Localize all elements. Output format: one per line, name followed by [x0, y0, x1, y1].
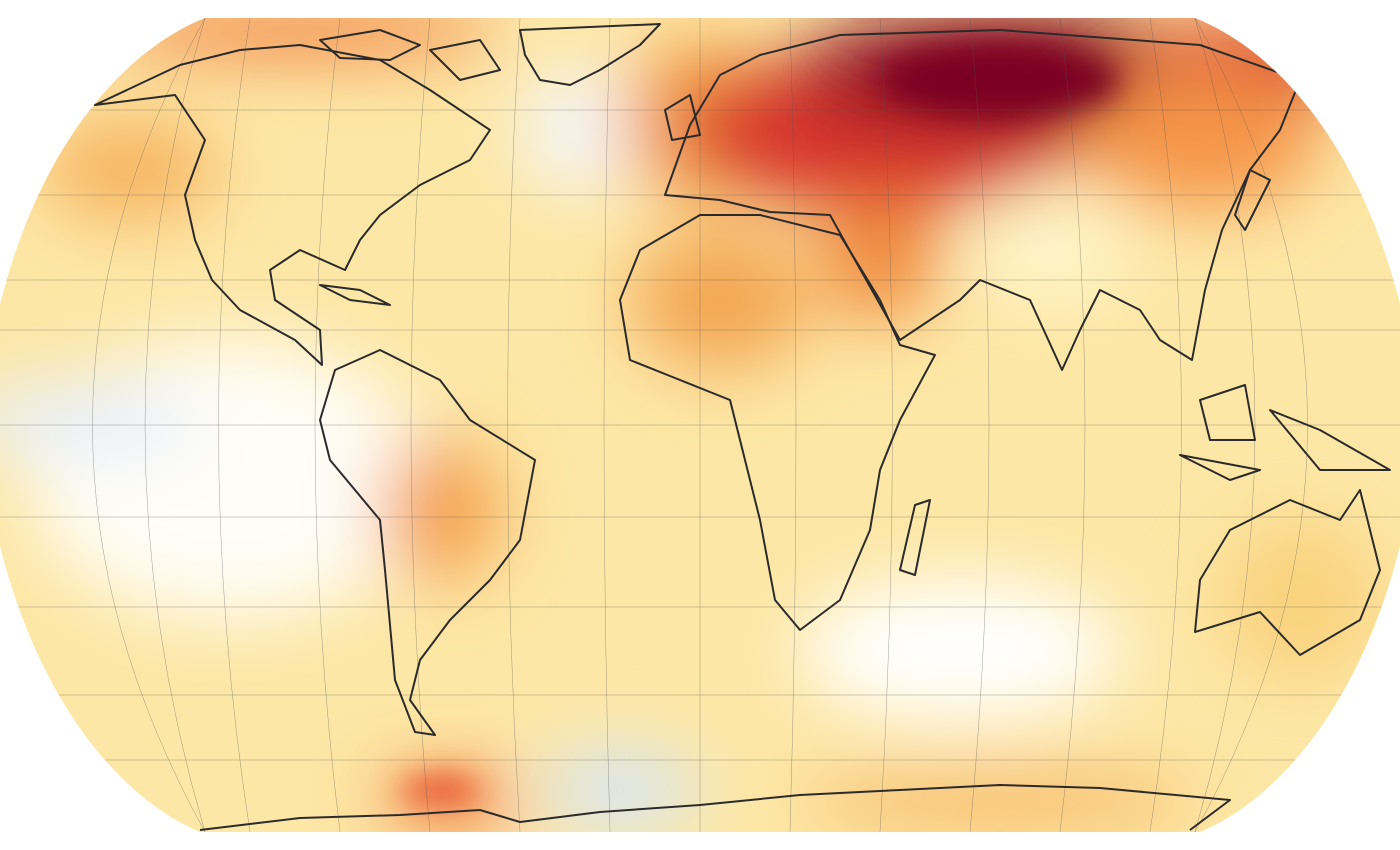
britain [664, 94, 701, 141]
madagascar [899, 499, 931, 576]
antarctica [199, 784, 1231, 831]
southeast-asia-islands [1179, 384, 1391, 481]
south-america [319, 349, 536, 736]
australia [1194, 489, 1381, 656]
anomaly-blobs [0, 18, 1380, 830]
greenland [519, 23, 661, 86]
canadian-archipelago [319, 29, 501, 81]
japan [1234, 169, 1271, 231]
coastlines [94, 23, 1391, 831]
anomaly-hotspots [400, 45, 1120, 802]
caribbean [319, 284, 391, 306]
eurasia [664, 29, 1301, 371]
